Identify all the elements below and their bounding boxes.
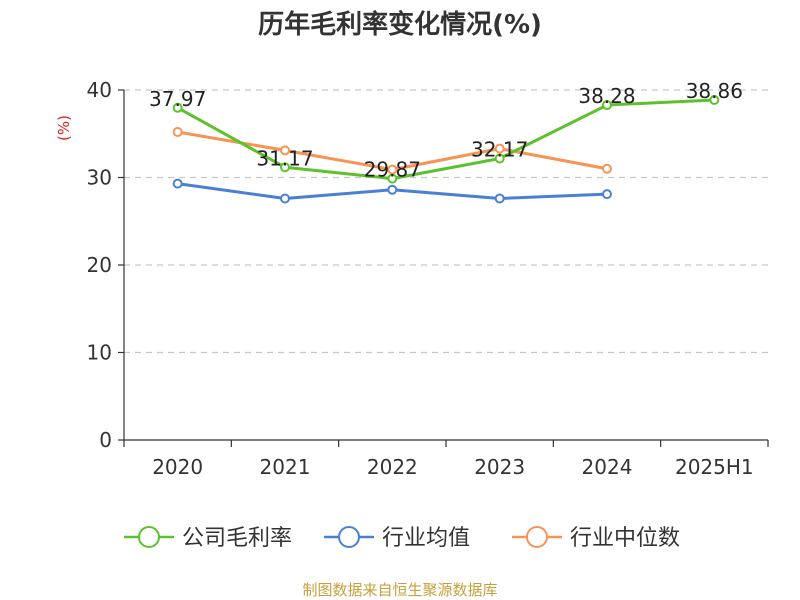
y-tick-label: 10 <box>87 341 112 365</box>
data-point <box>494 143 505 154</box>
data-point <box>172 178 183 189</box>
legend-label: 公司毛利率 <box>182 526 292 551</box>
data-point <box>172 102 183 113</box>
grid-lines <box>124 89 768 354</box>
legend-item: 行业中位数 <box>512 526 680 551</box>
x-tick-label: 2023 <box>474 455 525 479</box>
y-axis-label: (%) <box>55 115 73 141</box>
chart-title: 历年毛利率变化情况(%) <box>258 9 542 40</box>
legend-marker <box>138 526 160 548</box>
data-point <box>280 193 290 204</box>
data-point <box>494 193 505 204</box>
data-label: 31.17 <box>256 146 313 170</box>
legend-item: 公司毛利率 <box>124 526 292 551</box>
y-tick-label: 30 <box>87 166 112 190</box>
data-point <box>387 173 398 184</box>
data-point <box>387 184 398 195</box>
data-point <box>709 94 720 105</box>
data-label: 38.28 <box>578 84 635 108</box>
data-point <box>602 163 612 174</box>
data-label: 38.86 <box>686 79 743 103</box>
y-tick-label: 40 <box>87 78 112 102</box>
x-tick-label: 2021 <box>260 455 311 479</box>
x-tick-label: 2025H1 <box>675 455 754 479</box>
series-lines <box>172 94 720 204</box>
legend-marker <box>526 526 548 548</box>
x-tick-label: 2022 <box>367 455 418 479</box>
data-label: 32.17 <box>471 138 528 162</box>
data-label: 29.87 <box>364 158 421 182</box>
data-label: 37.97 <box>149 87 206 111</box>
y-tick-label: 20 <box>87 253 112 277</box>
data-point <box>494 153 505 164</box>
data-point <box>602 189 612 200</box>
x-tick-label: 2024 <box>582 455 633 479</box>
data-point <box>602 100 612 111</box>
data-point <box>280 145 290 156</box>
legend-label: 行业均值 <box>382 526 470 551</box>
legend-marker <box>338 526 360 548</box>
data-point <box>172 127 183 137</box>
y-tick-label: 0 <box>99 428 112 452</box>
legend: 公司毛利率 行业均值 行业中位数 <box>124 526 680 551</box>
legend-label: 行业中位数 <box>570 526 680 551</box>
data-point <box>280 162 290 173</box>
source-note: 制图数据来自恒生聚源数据库 <box>302 581 497 599</box>
legend-item: 行业均值 <box>324 526 470 551</box>
axes: 0 10 20 30 40 2020 2021 2022 2023 2024 2025H1 <box>87 78 769 479</box>
series-line <box>176 98 715 181</box>
data-labels: 37.97 31.17 29.87 32.17 38.28 38.86 <box>149 79 743 182</box>
x-tick-label: 2020 <box>152 455 203 479</box>
data-point <box>387 164 398 175</box>
